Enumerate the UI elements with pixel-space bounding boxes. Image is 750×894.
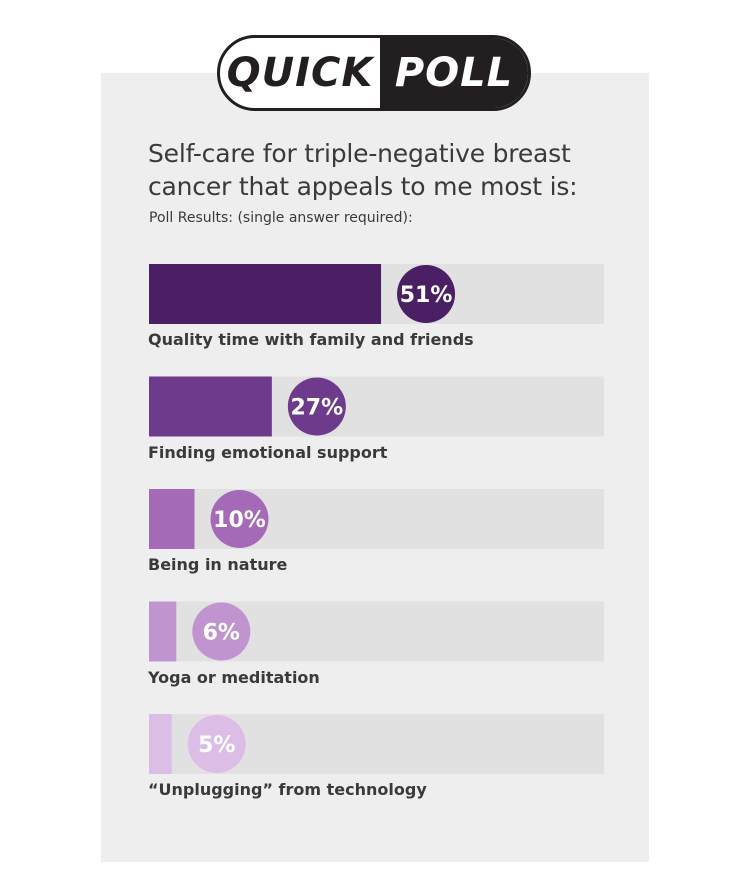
poll-question: Self-care for triple-negative breast can…: [148, 139, 578, 201]
option-label: Quality time with family and friends: [148, 330, 474, 349]
badge-right-text: POLL: [380, 38, 528, 108]
option-label: Finding emotional support: [148, 442, 388, 462]
poll-subtitle: Poll Results: (single answer required):: [149, 210, 413, 226]
quick-poll-badge: QUICK POLL: [217, 35, 531, 111]
badge-left-text: QUICK: [226, 50, 374, 96]
option-label: Being in nature: [148, 555, 288, 574]
option-label: “Unplugging” from technology: [148, 780, 427, 799]
option-label: Yoga or meditation: [148, 667, 320, 687]
